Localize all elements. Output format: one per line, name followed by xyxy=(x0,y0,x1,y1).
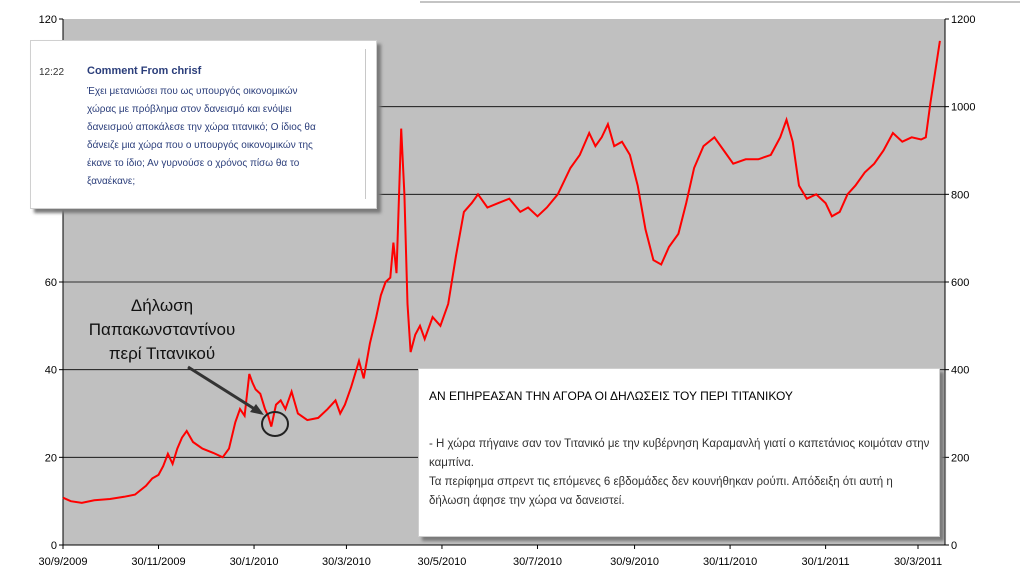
series-line xyxy=(62,40,941,504)
annotation-line-2: Παπακωνσταντίνου xyxy=(88,320,236,339)
x-tick-label: 30/11/2010 xyxy=(703,556,757,568)
y-right-tick-label: 200 xyxy=(951,452,969,464)
arrow-head-icon xyxy=(250,404,264,415)
y-left-tick-label: 40 xyxy=(45,365,57,377)
y-left-tick-label: 60 xyxy=(45,277,57,289)
x-tick-label: 30/5/2010 xyxy=(417,556,466,568)
annotation-line-1: Δήλωση xyxy=(130,296,194,315)
y-right-tick-label: 1200 xyxy=(951,14,975,26)
x-tick-label: 30/11/2009 xyxy=(131,556,185,568)
annotation-line-3: περί Τιτανικού xyxy=(108,344,216,363)
x-tick-label: 30/1/2011 xyxy=(802,556,850,568)
info-box: ΑΝ ΕΠΗΡΕΑΣΑΝ ΤΗΝ ΑΓΟΡΑ ΟΙ ΔΗΛΩΣΕΙΣ ΤΟΥ Π… xyxy=(418,368,940,537)
comment-box: 12:22 Comment From chrisf Έχει μετανιώσε… xyxy=(30,40,377,209)
comment-time: 12:22 xyxy=(39,67,65,78)
right-axis-ticks: 0 200 400 600 800 1000 1200 xyxy=(945,14,975,552)
y-left-tick-label: 0 xyxy=(51,540,57,552)
info-line-2: Τα περίφημα σπρεντ τις επόμενες 6 εβδομά… xyxy=(429,476,893,507)
y-right-tick-label: 0 xyxy=(951,540,957,552)
y-right-tick-label: 1000 xyxy=(951,102,975,114)
x-tick-label: 30/7/2010 xyxy=(513,556,562,568)
x-axis-ticks: 30/9/2009 30/11/2009 30/1/2010 30/3/2010 30/… xyxy=(39,545,942,568)
y-right-tick-label: 600 xyxy=(951,277,969,289)
x-tick-label: 30/3/2010 xyxy=(322,556,371,568)
x-tick-label: 30/9/2009 xyxy=(39,556,88,568)
annotation-arrow xyxy=(187,365,262,415)
comment-author: Comment From chrisf xyxy=(87,65,202,77)
highlight-circle xyxy=(261,411,289,437)
titanic-annotation: Δήλωση Παπακωνσταντίνου περί Τιτανικού xyxy=(78,294,246,366)
y-right-tick-label: 400 xyxy=(951,365,969,377)
x-tick-label: 30/1/2010 xyxy=(230,556,279,568)
x-tick-label: 30/3/2011 xyxy=(894,556,942,568)
y-left-tick-label: 120 xyxy=(39,14,57,26)
y-right-tick-label: 800 xyxy=(951,189,969,201)
info-body: - Η χώρα πήγαινε σαν τον Τιτανικό με την… xyxy=(429,435,934,511)
comment-text: Έχει μετανιώσει που ως υπουργός οικονομι… xyxy=(87,86,316,187)
info-line-1: - Η χώρα πήγαινε σαν τον Τιτανικό με την… xyxy=(429,438,930,469)
comment-scrollbar[interactable] xyxy=(365,49,366,199)
x-tick-label: 30/9/2010 xyxy=(610,556,659,568)
info-title: ΑΝ ΕΠΗΡΕΑΣΑΝ ΤΗΝ ΑΓΟΡΑ ΟΙ ΔΗΛΩΣΕΙΣ ΤΟΥ Π… xyxy=(429,389,793,403)
y-left-tick-label: 20 xyxy=(45,452,57,464)
